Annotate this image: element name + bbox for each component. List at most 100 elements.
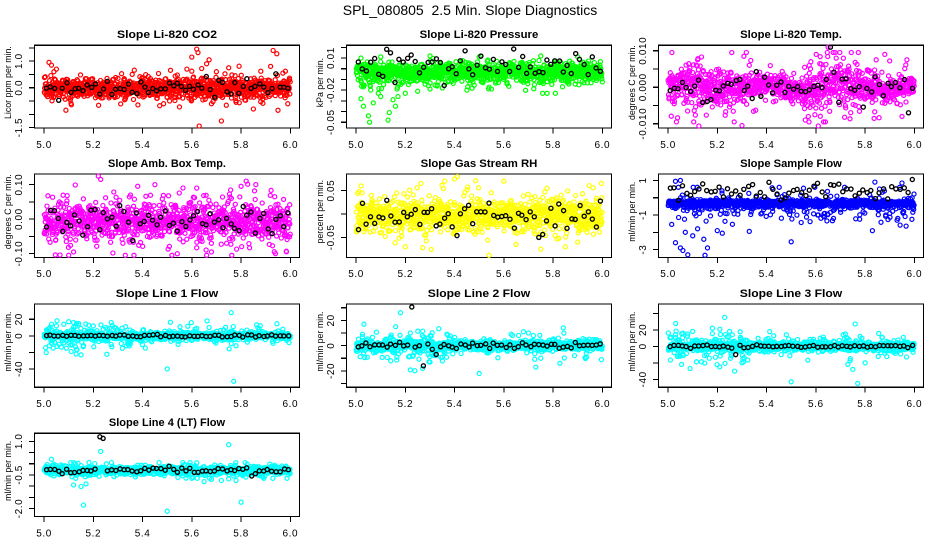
- svg-text:0.05: 0.05: [326, 180, 337, 202]
- svg-text:-2.0: -2.0: [14, 499, 25, 519]
- svg-text:-3: -3: [638, 245, 649, 255]
- svg-text:6.0: 6.0: [282, 140, 298, 151]
- svg-text:5.6: 5.6: [808, 140, 824, 151]
- svg-text:Slope Sample Flow: Slope Sample Flow: [740, 158, 842, 170]
- svg-text:ml/min per min.: ml/min per min.: [3, 312, 13, 372]
- svg-text:0.00: 0.00: [14, 208, 25, 230]
- svg-text:5.6: 5.6: [496, 140, 512, 151]
- svg-text:5.4: 5.4: [759, 140, 775, 151]
- svg-text:-1: -1: [638, 210, 649, 220]
- svg-text:6.0: 6.0: [906, 269, 922, 280]
- svg-text:Slope Line 4 (LT) Flow: Slope Line 4 (LT) Flow: [109, 417, 226, 429]
- svg-text:5.2: 5.2: [85, 140, 101, 151]
- svg-text:0: 0: [14, 333, 25, 339]
- svg-text:-0.5: -0.5: [14, 465, 25, 485]
- svg-text:5.4: 5.4: [447, 399, 463, 410]
- svg-text:5.0: 5.0: [36, 399, 52, 410]
- svg-text:0.01: 0.01: [326, 47, 337, 69]
- svg-text:-0.05: -0.05: [326, 109, 337, 135]
- svg-text:5.8: 5.8: [545, 140, 561, 151]
- svg-text:5.2: 5.2: [709, 399, 725, 410]
- svg-text:6.0: 6.0: [282, 269, 298, 280]
- svg-text:0.010: 0.010: [638, 37, 649, 65]
- svg-text:5.0: 5.0: [348, 269, 364, 280]
- svg-text:5.4: 5.4: [447, 140, 463, 151]
- svg-text:-1.5: -1.5: [14, 118, 25, 138]
- svg-text:5.0: 5.0: [348, 399, 364, 410]
- svg-text:Slope Line 1 Flow: Slope Line 1 Flow: [116, 288, 219, 300]
- svg-text:Licor ppm per min.: Licor ppm per min.: [3, 46, 13, 119]
- svg-text:5.6: 5.6: [808, 269, 824, 280]
- svg-text:Slope Li-820 CO2: Slope Li-820 CO2: [117, 29, 217, 41]
- svg-text:Slope Line 2 Flow: Slope Line 2 Flow: [428, 288, 531, 300]
- svg-text:5.0: 5.0: [660, 140, 676, 151]
- svg-text:6.0: 6.0: [594, 140, 610, 151]
- svg-text:1.0: 1.0: [14, 53, 25, 69]
- svg-text:-0.02: -0.02: [326, 77, 337, 103]
- svg-text:5.4: 5.4: [759, 399, 775, 410]
- svg-text:5.6: 5.6: [808, 399, 824, 410]
- svg-text:5.8: 5.8: [857, 399, 873, 410]
- svg-text:20: 20: [638, 324, 649, 336]
- svg-text:kPa per min.: kPa per min.: [315, 58, 325, 107]
- svg-text:6.0: 6.0: [282, 528, 298, 539]
- svg-text:5.8: 5.8: [233, 528, 249, 539]
- svg-text:5.0: 5.0: [36, 528, 52, 539]
- svg-text:ml/min per min.: ml/min per min.: [3, 441, 13, 501]
- svg-text:percent per min.: percent per min.: [315, 180, 325, 244]
- svg-text:1: 1: [638, 177, 649, 183]
- svg-text:5.2: 5.2: [397, 399, 413, 410]
- svg-text:5.8: 5.8: [233, 140, 249, 151]
- svg-text:-0.05: -0.05: [326, 225, 337, 251]
- svg-text:1.0: 1.0: [14, 433, 25, 449]
- svg-text:degrees C per min.: degrees C per min.: [627, 45, 637, 120]
- svg-text:Slope Li-820 Pressure: Slope Li-820 Pressure: [420, 29, 539, 41]
- svg-text:Slope Amb. Box Temp.: Slope Amb. Box Temp.: [108, 158, 226, 170]
- svg-text:6.0: 6.0: [906, 140, 922, 151]
- svg-text:0.000: 0.000: [638, 73, 649, 101]
- svg-text:6.0: 6.0: [906, 399, 922, 410]
- svg-text:5.6: 5.6: [496, 269, 512, 280]
- svg-text:5.2: 5.2: [85, 399, 101, 410]
- svg-text:ml/min per min.: ml/min per min.: [315, 312, 325, 372]
- svg-text:0.10: 0.10: [14, 174, 25, 196]
- svg-text:5.8: 5.8: [857, 269, 873, 280]
- svg-text:5.8: 5.8: [233, 269, 249, 280]
- svg-text:-40: -40: [638, 371, 649, 387]
- svg-text:5.4: 5.4: [135, 399, 151, 410]
- svg-text:5.0: 5.0: [36, 140, 52, 151]
- svg-text:5.0: 5.0: [660, 269, 676, 280]
- svg-text:5.4: 5.4: [759, 269, 775, 280]
- svg-text:SPL_080805 2.5 Min. Slope Dia: SPL_080805 2.5 Min. Slope Diagnostics: [343, 2, 598, 18]
- svg-text:5.0: 5.0: [660, 399, 676, 410]
- svg-text:degrees C per min.: degrees C per min.: [3, 174, 13, 249]
- svg-text:Slope Line 3 Flow: Slope Line 3 Flow: [740, 288, 843, 300]
- svg-text:5.4: 5.4: [135, 269, 151, 280]
- svg-text:0: 0: [638, 343, 649, 349]
- svg-text:5.0: 5.0: [36, 269, 52, 280]
- svg-text:5.2: 5.2: [85, 528, 101, 539]
- svg-text:5.4: 5.4: [135, 528, 151, 539]
- svg-text:5.8: 5.8: [545, 399, 561, 410]
- svg-text:6.0: 6.0: [594, 399, 610, 410]
- svg-text:20: 20: [14, 313, 25, 325]
- svg-text:Slope Gas Stream RH: Slope Gas Stream RH: [421, 158, 538, 170]
- svg-text:Slope Li-820 Temp.: Slope Li-820 Temp.: [740, 29, 842, 41]
- svg-text:6.0: 6.0: [594, 269, 610, 280]
- svg-text:5.2: 5.2: [397, 140, 413, 151]
- svg-text:5.2: 5.2: [85, 269, 101, 280]
- svg-text:ml/min per min.: ml/min per min.: [627, 312, 637, 372]
- svg-text:20: 20: [326, 314, 337, 326]
- svg-text:-40: -40: [14, 361, 25, 377]
- svg-text:-20: -20: [326, 363, 337, 379]
- svg-text:5.2: 5.2: [709, 140, 725, 151]
- svg-text:5.6: 5.6: [184, 269, 200, 280]
- svg-text:5.6: 5.6: [184, 528, 200, 539]
- svg-text:5.0: 5.0: [348, 140, 364, 151]
- svg-text:5.8: 5.8: [857, 140, 873, 151]
- svg-text:5.8: 5.8: [233, 399, 249, 410]
- svg-text:5.2: 5.2: [709, 269, 725, 280]
- svg-text:5.2: 5.2: [397, 269, 413, 280]
- svg-text:-0.10: -0.10: [14, 241, 25, 267]
- svg-text:5.6: 5.6: [496, 399, 512, 410]
